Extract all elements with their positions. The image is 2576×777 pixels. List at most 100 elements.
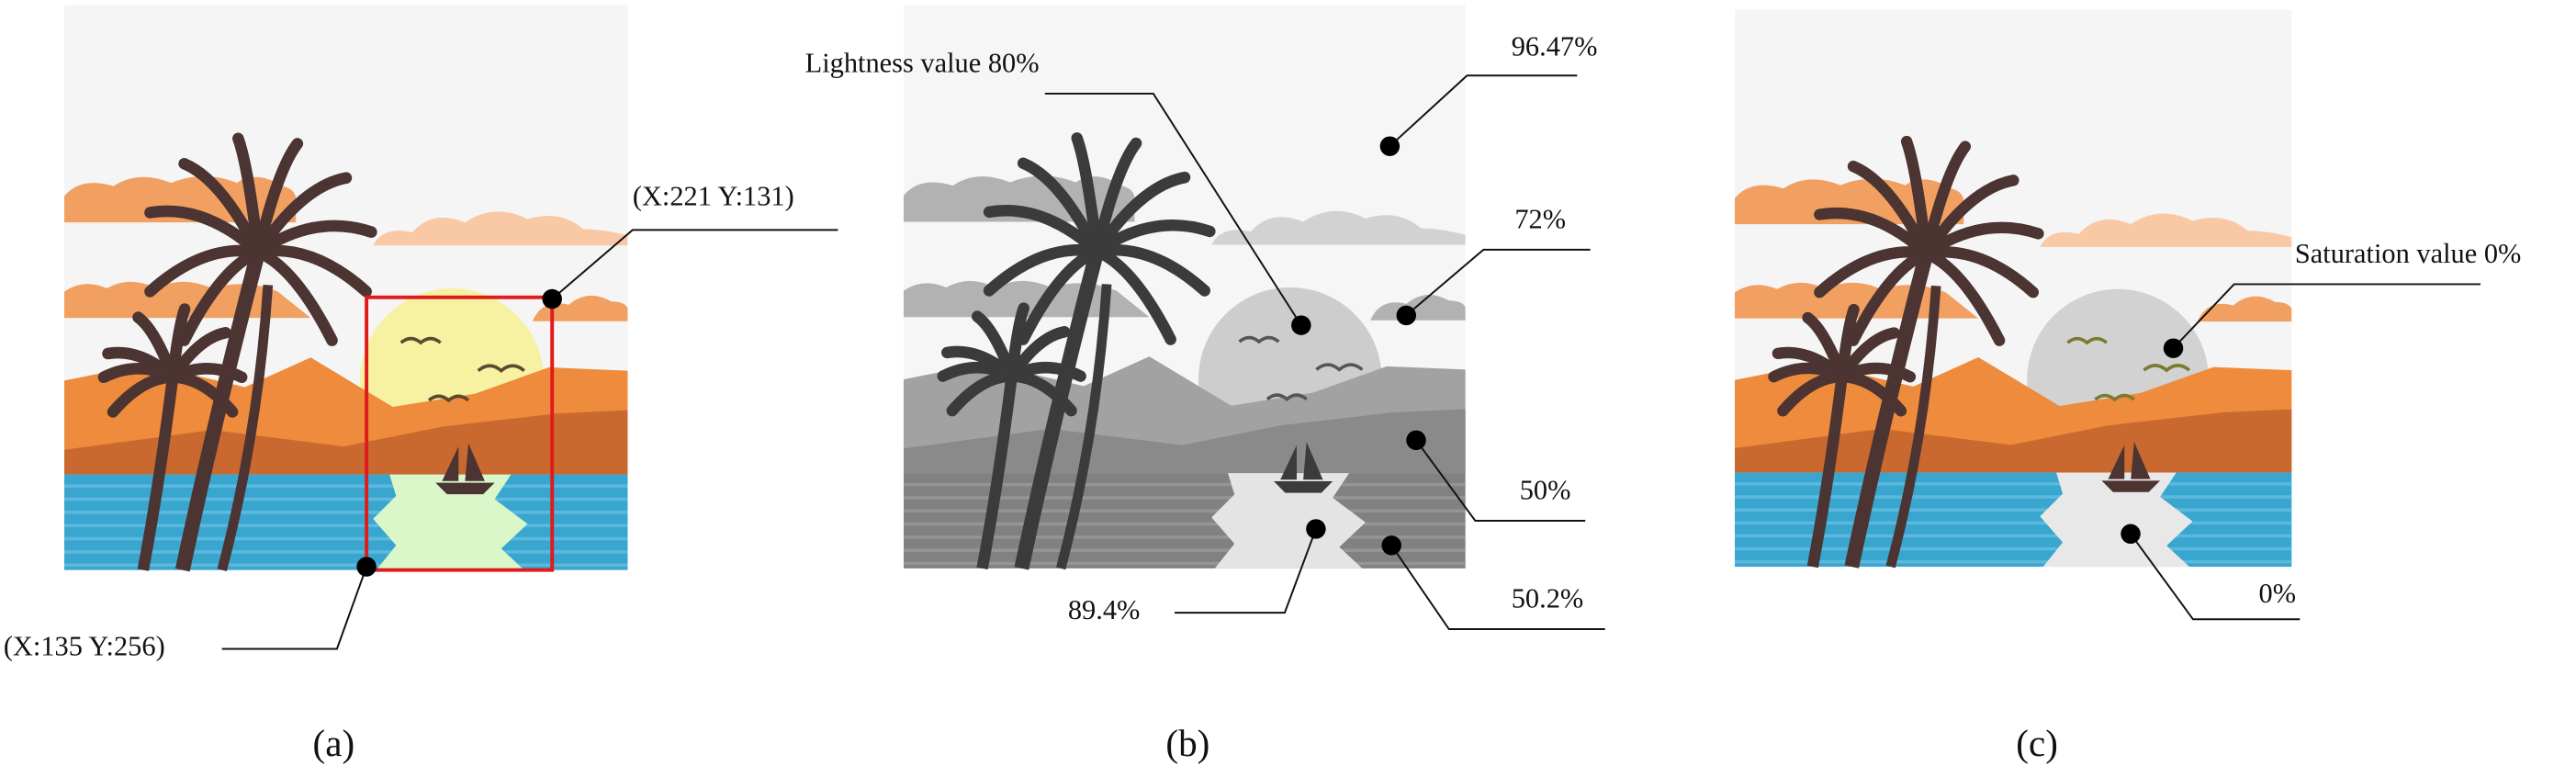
marker-dot <box>1291 315 1311 335</box>
annotation: 50% <box>1520 475 1571 506</box>
cloud <box>2040 213 2292 247</box>
palm-leaf <box>1017 245 1103 345</box>
leader-line <box>2130 533 2300 621</box>
bird <box>477 364 525 373</box>
annotation: (X:135 Y:256) <box>4 630 165 661</box>
illustration <box>903 5 1466 570</box>
palm-leaf <box>1091 245 1176 345</box>
palm-leaf <box>937 362 1018 382</box>
sail <box>1303 442 1323 480</box>
palm-leaf <box>1091 243 1210 297</box>
annotation: (X:221 Y:131) <box>633 180 794 211</box>
marker-dot <box>1396 305 1417 326</box>
palm-leaf <box>1091 137 1142 257</box>
leader-line <box>221 566 368 650</box>
palm-leaf <box>1920 175 2019 260</box>
palm-leaf <box>252 244 372 298</box>
annotation: Lightness value 80% <box>805 48 1040 79</box>
cloud <box>1370 294 1466 321</box>
bird <box>427 394 470 403</box>
leader-line <box>1175 528 1317 614</box>
annotation: 96.47% <box>1512 31 1598 62</box>
cloud <box>1211 210 1466 245</box>
marker-dot <box>1306 519 1326 539</box>
palm-leaf <box>144 244 264 298</box>
palm-trunk <box>137 376 179 571</box>
sail <box>465 443 485 481</box>
annotation: 72% <box>1514 203 1566 234</box>
bird <box>2066 336 2108 345</box>
palm-leaf <box>1920 221 2044 260</box>
panel-label: (c) <box>2016 722 2058 765</box>
illustration <box>1734 9 2292 569</box>
palm-leaf <box>983 243 1103 297</box>
palm-leaf <box>1814 246 1932 298</box>
reflection <box>1211 473 1366 569</box>
sail <box>2108 445 2125 479</box>
palm-leaf <box>1847 247 1932 346</box>
marker-dot <box>356 557 377 577</box>
leader-line <box>1415 439 1586 522</box>
annotation: 50.2% <box>1512 583 1584 614</box>
marker-dot <box>1379 136 1400 156</box>
annotation: 0% <box>2259 578 2297 609</box>
bird <box>399 336 442 345</box>
panel-label: (b) <box>1165 722 1209 765</box>
bird <box>1238 335 1280 344</box>
boat <box>435 482 495 495</box>
annotations-b: Lightness value 80% 96.47% 72% 50% 50.2%… <box>805 31 1605 765</box>
palm-leaf <box>252 220 377 258</box>
reflection <box>373 474 528 570</box>
palm-trunk <box>976 375 1018 570</box>
palm-trunk <box>217 284 274 572</box>
cloud <box>2197 296 2292 322</box>
annotations-a: (X:221 Y:131) (X:135 Y:256) (a) <box>4 180 838 765</box>
cloud <box>373 211 628 246</box>
sail <box>2131 441 2151 479</box>
annotations-c: Saturation value 0% 0% (c) <box>2016 238 2521 765</box>
boat <box>2101 480 2161 492</box>
marker-dot <box>2120 524 2141 545</box>
palm-trunk <box>1014 249 1105 570</box>
palm-leaf <box>97 363 179 384</box>
palm-leaf <box>1847 160 1932 260</box>
palm-leaf <box>252 172 353 258</box>
sail <box>442 446 459 481</box>
illustration <box>64 5 628 572</box>
leader-line <box>1405 248 1591 317</box>
bird <box>1315 363 1364 372</box>
palm-leaf <box>1900 135 1932 260</box>
palm-trunk <box>1844 251 1934 569</box>
annotation: 89.4% <box>1068 594 1141 625</box>
palm-leaf <box>144 205 264 258</box>
palm-leaf <box>1920 246 2040 298</box>
annotation: Saturation value 0% <box>2295 238 2521 269</box>
marker-dot <box>1381 535 1401 556</box>
palm-leaf <box>252 246 338 346</box>
leader-line <box>551 229 838 300</box>
leader-line <box>1389 74 1578 147</box>
palm-leaf <box>1091 171 1191 257</box>
panel-label: (a) <box>313 722 355 765</box>
palm-leaf <box>1091 219 1216 257</box>
reflection <box>2040 472 2193 568</box>
bird <box>2094 393 2135 402</box>
palm-leaf <box>1814 207 1932 260</box>
palm-leaf <box>252 138 304 258</box>
palm-trunk <box>174 250 265 572</box>
leader-line <box>1390 545 1605 631</box>
palm-trunk <box>1056 284 1112 570</box>
palm-leaf <box>1017 157 1103 257</box>
leader-line <box>2172 283 2481 349</box>
palm-leaf <box>983 205 1103 257</box>
marker-dot <box>542 288 562 310</box>
bird <box>2143 364 2191 373</box>
palm-leaf <box>1768 362 1848 383</box>
palm-trunk <box>1806 376 1848 569</box>
bird <box>1266 393 1308 401</box>
palm-leaf <box>178 246 264 346</box>
marker-dot <box>1406 430 1426 451</box>
leader-line <box>1044 92 1302 326</box>
